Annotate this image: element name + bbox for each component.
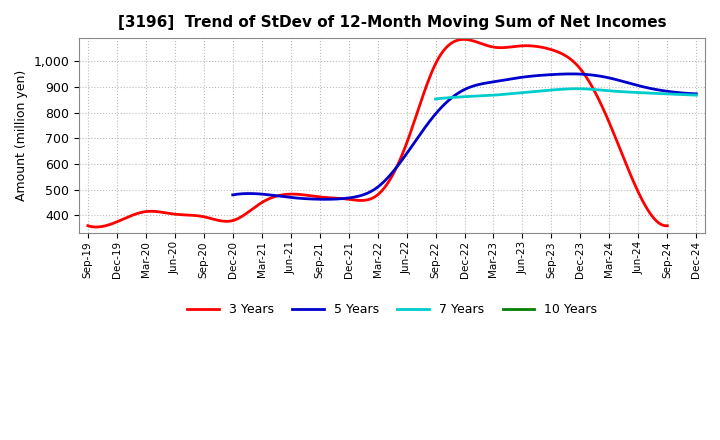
Legend: 3 Years, 5 Years, 7 Years, 10 Years: 3 Years, 5 Years, 7 Years, 10 Years xyxy=(182,298,602,321)
Title: [3196]  Trend of StDev of 12-Month Moving Sum of Net Incomes: [3196] Trend of StDev of 12-Month Moving… xyxy=(118,15,667,30)
Y-axis label: Amount (million yen): Amount (million yen) xyxy=(15,70,28,202)
